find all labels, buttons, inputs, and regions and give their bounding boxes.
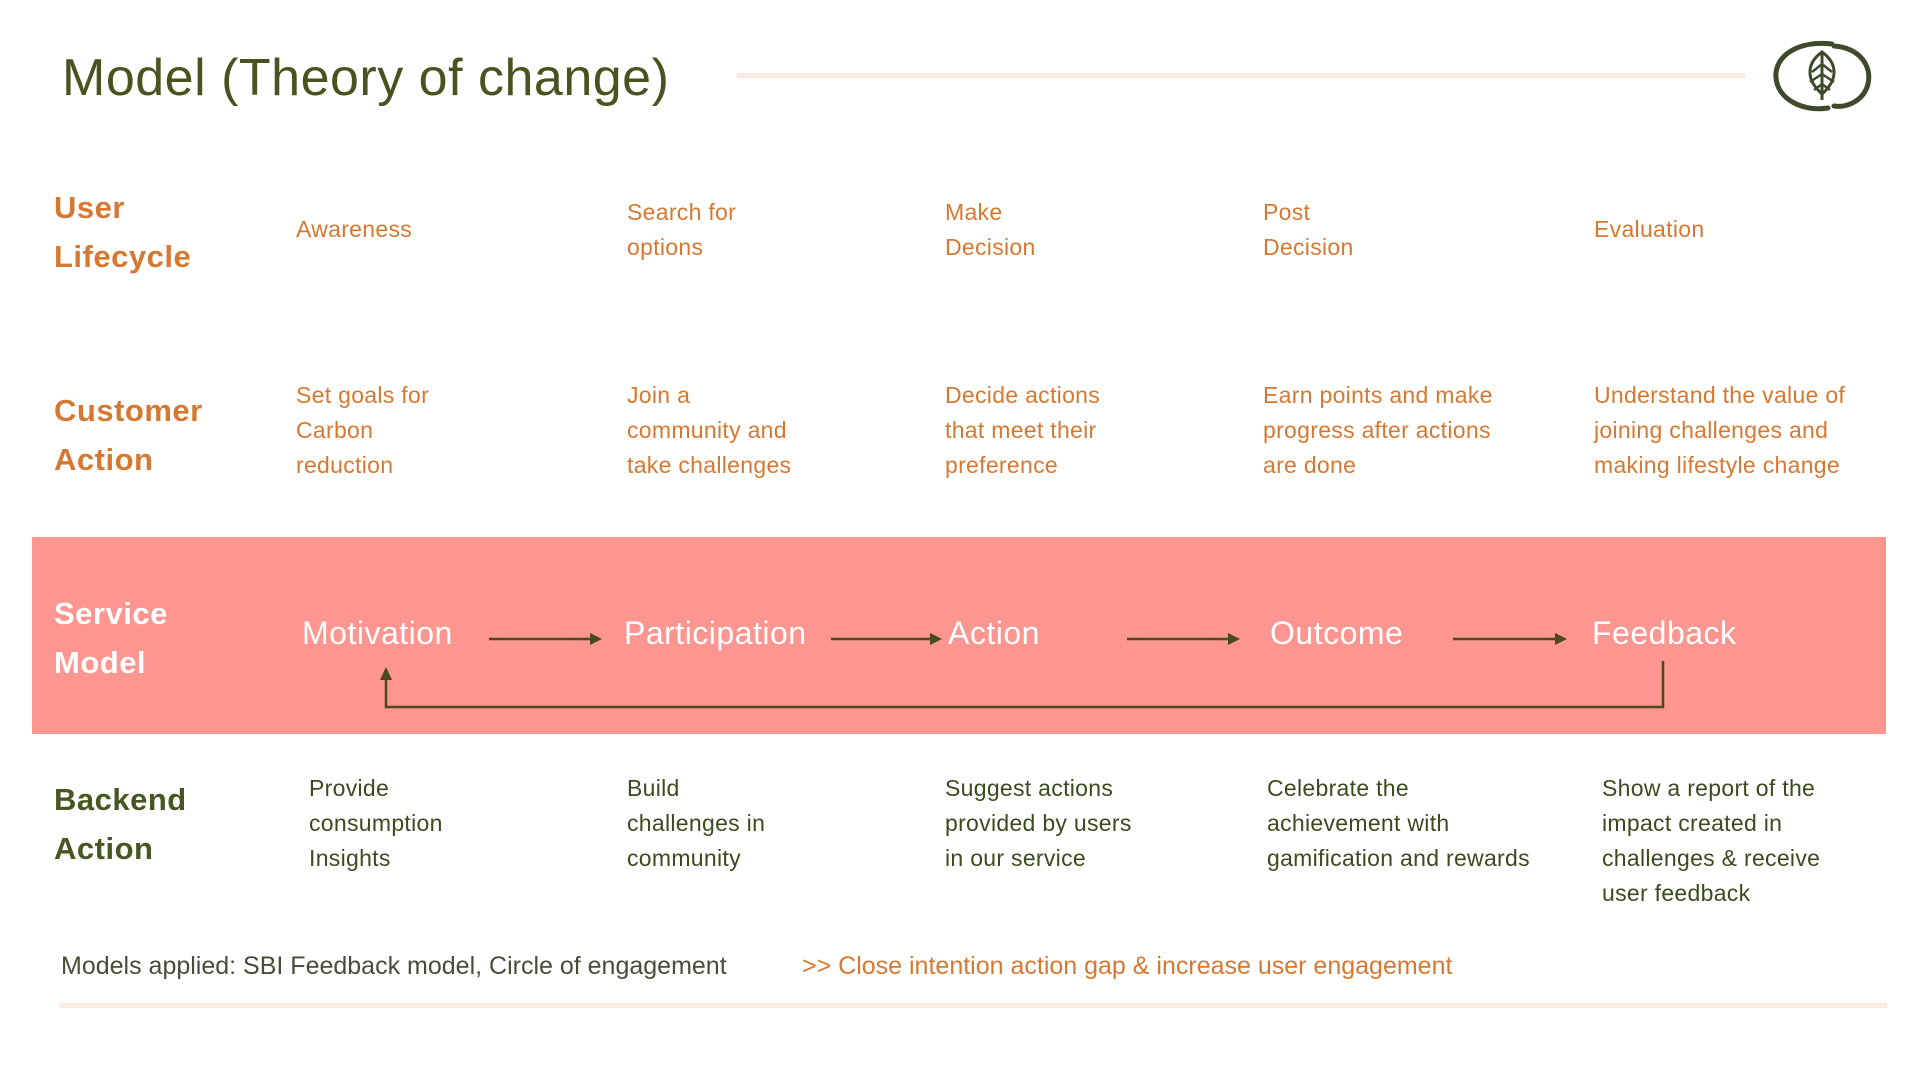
lifecycle-cell-search: Search for options [627,195,736,265]
backend-cell-report: Show a report of the impact created in c… [1602,771,1820,911]
stage-outcome: Outcome [1270,615,1404,651]
cell-line: Set goals for [296,382,430,408]
row-label-line: Action [54,442,154,477]
models-applied-note: Models applied: SBI Feedback model, Circ… [61,952,727,980]
cell-line: take challenges [627,452,792,478]
cell-line: user feedback [1602,880,1751,906]
cell-line: achievement with [1267,810,1450,836]
row-label-line: Action [54,831,154,866]
customer-cell-understand: Understand the value of joining challeng… [1594,378,1845,483]
cell-line: Post [1263,199,1311,225]
cell-line: Carbon [296,417,374,443]
backend-cell-celebrate: Celebrate the achievement with gamificat… [1267,771,1530,876]
cell-line: Provide [309,775,390,801]
row-label-line: Model [54,645,147,680]
lifecycle-cell-post-decision: Post Decision [1263,195,1354,265]
backend-cell-build: Build challenges in community [627,771,765,876]
row-label-line: Lifecycle [54,239,192,274]
cell-line: Build [627,775,680,801]
cell-line: challenges & receive [1602,845,1821,871]
stage-action: Action [948,615,1040,651]
cell-line: Earn points and make [1263,382,1493,408]
cell-line: impact created in [1602,810,1783,836]
cell-line: preference [945,452,1058,478]
row-label-customer-action: Customer Action [54,386,203,484]
cell-line: provided by users [945,810,1132,836]
row-label-service-model: Service Model [54,589,168,687]
backend-cell-insights: Provide consumption Insights [309,771,443,876]
cell-line: Decision [1263,234,1354,260]
lifecycle-cell-evaluation: Evaluation [1594,212,1704,247]
cell-line: Suggest actions [945,775,1114,801]
cell-line: reduction [296,452,394,478]
cell-line: Decide actions [945,382,1101,408]
row-label-backend-action: Backend Action [54,775,187,873]
cell-line: are done [1263,452,1357,478]
cell-line: Insights [309,845,391,871]
cell-line: gamification and rewards [1267,845,1530,871]
cell-line: in our service [945,845,1086,871]
cell-line: making lifestyle change [1594,452,1840,478]
cell-line: Make [945,199,1003,225]
cell-line: Join a [627,382,691,408]
lifecycle-cell-make-decision: Make Decision [945,195,1036,265]
goal-note: >> Close intention action gap & increase… [802,952,1453,980]
cell-line: challenges in [627,810,766,836]
row-label-line: Service [54,596,168,631]
cell-line: community and [627,417,787,443]
cell-line: that meet their [945,417,1097,443]
cell-line: Awareness [296,216,413,242]
stage-participation: Participation [624,615,807,651]
row-label-line: User [54,190,125,225]
lifecycle-cell-awareness: Awareness [296,212,412,247]
stage-feedback: Feedback [1592,615,1737,651]
customer-cell-goals: Set goals for Carbon reduction [296,378,429,483]
cell-line: Understand the value of [1594,382,1846,408]
backend-cell-suggest: Suggest actions provided by users in our… [945,771,1132,876]
stage-motivation: Motivation [302,615,453,651]
cell-line: Search for [627,199,737,225]
footer-divider [59,1003,1887,1008]
cell-line: options [627,234,704,260]
cell-line: Evaluation [1594,216,1705,242]
cell-line: Celebrate the [1267,775,1409,801]
cell-line: Show a report of the [1602,775,1816,801]
row-label-user-lifecycle: User Lifecycle [54,183,191,281]
cell-line: Decision [945,234,1036,260]
cell-line: progress after actions [1263,417,1491,443]
cell-line: community [627,845,741,871]
row-label-line: Backend [54,782,187,817]
customer-cell-decide: Decide actions that meet their preferenc… [945,378,1100,483]
customer-cell-join: Join a community and take challenges [627,378,791,483]
cell-line: consumption [309,810,443,836]
title-divider [737,73,1745,78]
row-label-line: Customer [54,393,203,428]
page-title: Model (Theory of change) [62,49,670,107]
leaf-in-circle-logo-icon [1773,40,1872,112]
customer-cell-earn: Earn points and make progress after acti… [1263,378,1493,483]
cell-line: joining challenges and [1594,417,1829,443]
